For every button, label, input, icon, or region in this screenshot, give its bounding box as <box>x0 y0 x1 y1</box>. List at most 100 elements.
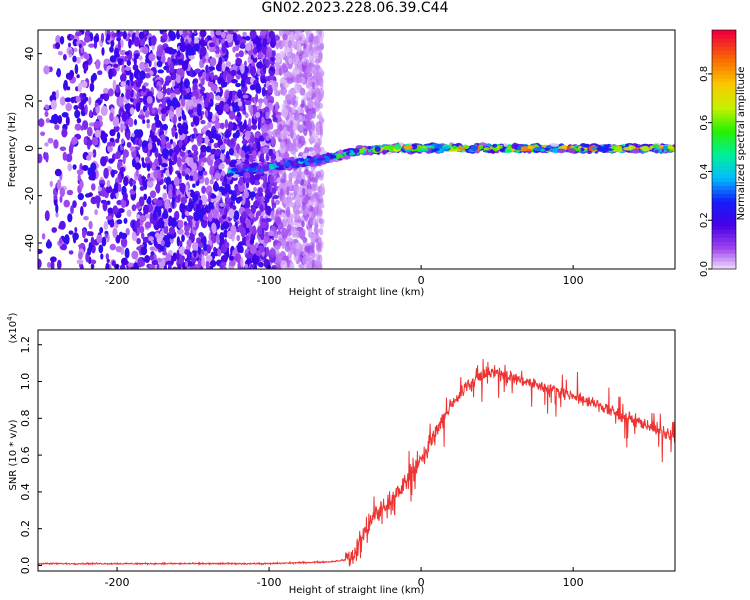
noise-cell <box>270 210 275 221</box>
signal-cell <box>527 145 534 150</box>
noise-cell <box>138 196 145 207</box>
noise-cell <box>213 142 219 149</box>
noise-cell <box>305 67 312 74</box>
noise-cell <box>147 196 152 204</box>
noise-cell <box>280 188 284 196</box>
noise-cell <box>224 119 229 129</box>
noise-cell <box>252 47 258 55</box>
noise-cell <box>172 114 177 125</box>
noise-cell <box>179 84 183 93</box>
noise-cell <box>296 250 300 256</box>
noise-cell <box>167 56 172 66</box>
noise-cell <box>289 98 296 106</box>
x-tick-label-top: 100 <box>563 274 584 287</box>
noise-cell <box>293 83 301 94</box>
noise-cell <box>55 212 59 218</box>
noise-cell <box>162 192 168 200</box>
noise-cell <box>315 128 321 136</box>
noise-cell <box>68 144 74 155</box>
noise-cell <box>219 122 225 130</box>
noise-cell <box>92 149 97 158</box>
noise-cell <box>53 139 59 149</box>
noise-cell <box>80 125 84 131</box>
noise-cell <box>155 182 161 194</box>
noise-cell <box>109 243 117 251</box>
noise-cell <box>303 128 308 136</box>
colorbar-cell <box>712 69 736 75</box>
noise-cell <box>80 100 85 110</box>
signal-cell <box>289 160 294 167</box>
noise-cell <box>262 38 268 48</box>
noise-cell <box>113 63 119 68</box>
noise-cell <box>259 30 267 38</box>
noise-cell <box>177 194 181 201</box>
noise-cell <box>242 94 249 99</box>
noise-cell <box>249 65 257 76</box>
noise-cell <box>87 247 92 256</box>
noise-cell <box>141 160 145 168</box>
noise-cell <box>245 35 251 41</box>
signal-cell <box>579 147 585 152</box>
noise-cell <box>211 222 217 233</box>
noise-cell <box>132 64 139 71</box>
noise-cell <box>167 98 171 108</box>
noise-cell <box>294 179 301 185</box>
noise-cell <box>199 232 203 238</box>
noise-cell <box>120 81 127 87</box>
noise-cell <box>261 124 268 134</box>
noise-cell <box>76 74 80 79</box>
noise-cell <box>225 94 229 100</box>
noise-cell <box>133 57 137 66</box>
noise-cell <box>214 46 220 55</box>
noise-cell <box>208 66 216 71</box>
noise-cell <box>59 195 63 203</box>
noise-cell <box>221 214 227 220</box>
noise-cell <box>172 266 178 269</box>
signal-cell <box>394 143 402 150</box>
noise-cell <box>160 138 167 146</box>
noise-cell <box>281 238 286 249</box>
colorbar-cell <box>712 53 736 59</box>
noise-cell <box>83 35 91 43</box>
x-tick-label-top: -200 <box>105 274 130 287</box>
noise-cell <box>69 69 75 78</box>
noise-cell <box>279 140 286 149</box>
noise-cell <box>160 54 166 64</box>
noise-cell <box>182 30 188 38</box>
noise-cell <box>231 101 235 108</box>
noise-cell <box>108 68 113 80</box>
noise-cell <box>276 58 281 63</box>
noise-cell <box>314 135 319 144</box>
noise-cell <box>154 232 161 238</box>
noise-cell <box>59 96 66 106</box>
noise-cell <box>142 85 147 93</box>
signal-cell <box>342 155 351 160</box>
noise-cell <box>171 197 175 209</box>
noise-cell <box>257 121 261 130</box>
noise-cell <box>235 58 243 65</box>
noise-cell <box>311 92 317 98</box>
noise-cell <box>64 234 70 245</box>
noise-cell <box>160 239 165 247</box>
noise-cell <box>243 222 246 228</box>
noise-cell <box>158 217 165 228</box>
noise-cell <box>215 53 221 58</box>
noise-cell <box>143 67 151 73</box>
noise-cell <box>319 43 325 50</box>
noise-cell <box>246 146 251 152</box>
noise-cell <box>268 230 274 237</box>
noise-cell <box>100 156 107 167</box>
noise-cell <box>105 215 113 220</box>
noise-cell <box>57 115 63 125</box>
noise-cell <box>183 78 190 89</box>
noise-cell <box>112 205 119 215</box>
y-tick-label-top: -40 <box>23 234 36 252</box>
noise-cell <box>221 62 226 72</box>
noise-cell <box>57 259 62 269</box>
noise-cell <box>233 256 239 261</box>
noise-cell <box>115 234 121 244</box>
noise-cell <box>120 39 124 48</box>
colorbar-cell <box>712 177 736 182</box>
signal-cell <box>493 147 499 152</box>
signal-cell <box>492 143 498 148</box>
